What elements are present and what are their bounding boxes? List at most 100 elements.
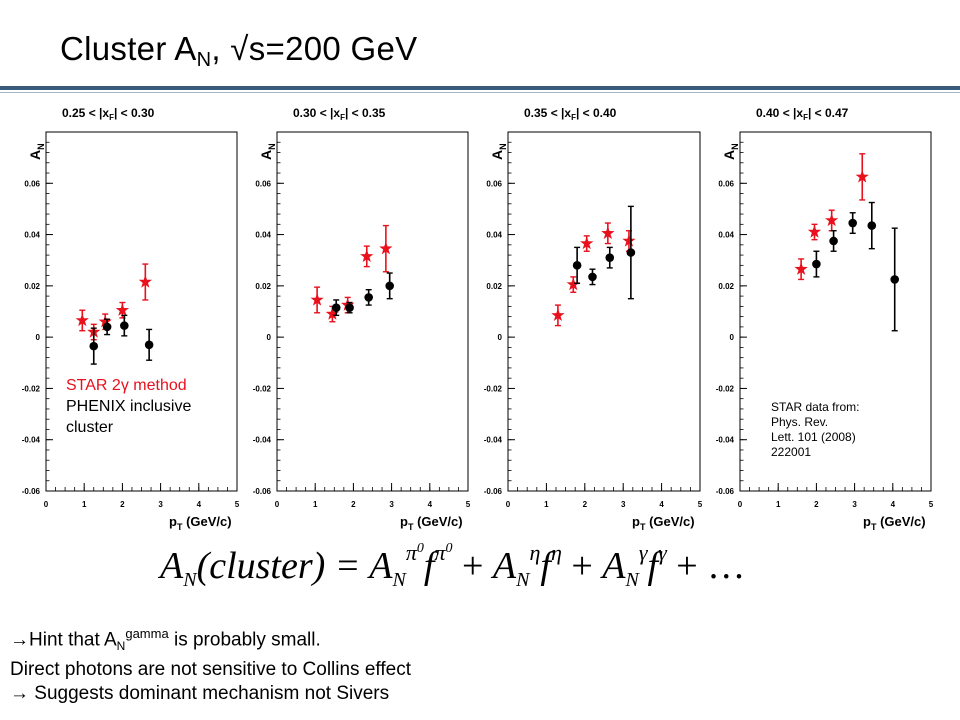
panel-title: 0.25 < |xF| < 0.30	[62, 106, 155, 122]
y-tick-label: 0.04	[718, 231, 734, 240]
y-tick-label: -0.04	[253, 436, 272, 445]
source-note: STAR data from: Phys. Rev. Lett. 101 (20…	[771, 400, 911, 460]
y-tick-label: 0	[498, 333, 503, 342]
x-tick-label: 4	[428, 500, 433, 509]
source-line-2: Phys. Rev.	[771, 415, 829, 429]
y-tick-label: 0.02	[486, 282, 502, 291]
y-tick-label: 0.06	[24, 179, 40, 188]
legend-phenix-2: cluster	[66, 419, 114, 436]
x-axis-label: pT (GeV/c)	[863, 514, 926, 532]
x-tick-label: 1	[82, 500, 87, 509]
chart-panel-2: 0.30 < |xF| < 0.35 AN pT (GeV/c) -0.06 -0.04…	[253, 106, 471, 532]
title-rule-thin	[0, 92, 960, 93]
x-tick-label: 3	[158, 500, 163, 509]
y-axis-label: AN	[27, 143, 46, 160]
phenix-point	[144, 340, 154, 350]
x-tick-label: 2	[583, 500, 588, 509]
phenix-point	[364, 293, 373, 302]
y-tick-label: 0.06	[255, 179, 271, 188]
y-tick-label: 0.04	[255, 231, 271, 240]
y-tick-label: -0.02	[22, 384, 41, 393]
y-tick-label: 0.02	[255, 282, 271, 291]
y-tick-label: 0.02	[718, 282, 734, 291]
chart-panel-3: 0.35 < |xF| < 0.40 AN pT (GeV/c) -0.06 -0.04…	[484, 106, 703, 532]
note-line-1: →Hint that ANgamma is probably small.	[10, 626, 321, 654]
formula-lhs-arg: (cluster) =	[196, 545, 361, 587]
source-line-1: STAR data from:	[771, 400, 860, 414]
panel-title: 0.40 < |xF| < 0.47	[756, 106, 849, 122]
x-tick-label: 5	[235, 500, 240, 509]
source-line-3: Lett. 101 (2008)	[771, 430, 856, 444]
y-tick-label: 0.04	[486, 231, 502, 240]
x-tick-label: 4	[659, 500, 664, 509]
chart-panel-4: 0.40 < |xF| < 0.47 AN pT (GeV/c) -0.06 -0.04…	[716, 106, 934, 532]
title-sub: N	[196, 49, 212, 71]
star-point	[310, 293, 324, 306]
y-tick-label: 0	[36, 333, 41, 342]
phenix-point	[345, 303, 354, 312]
star-point	[138, 275, 152, 288]
legend-star: STAR 2γ method	[66, 377, 187, 394]
y-axis-label: AN	[489, 143, 508, 160]
x-tick-label: 5	[466, 500, 471, 509]
phenix-point	[890, 275, 900, 284]
title-main: Cluster A	[60, 30, 197, 67]
y-tick-label: -0.02	[716, 384, 735, 393]
y-tick-label: -0.06	[716, 487, 735, 496]
note-line-3: → Suggests dominant mechanism not Sivers	[10, 683, 390, 705]
formula-term2: ANηfη	[492, 540, 562, 591]
y-tick-label: -0.06	[253, 487, 272, 496]
phenix-point	[867, 221, 877, 230]
x-tick-label: 3	[852, 500, 857, 509]
x-axis-label: pT (GeV/c)	[169, 514, 232, 532]
panel-title: 0.30 < |xF| < 0.35	[293, 106, 386, 122]
y-tick-label: -0.04	[716, 436, 735, 445]
x-tick-label: 0	[738, 500, 743, 509]
star-point	[551, 308, 565, 321]
y-tick-label: -0.02	[253, 384, 272, 393]
phenix-point	[331, 303, 341, 312]
star-point	[855, 169, 869, 183]
legend: STAR 2γ method PHENIX inclusive cluster	[66, 375, 191, 438]
y-axis-label: AN	[258, 143, 277, 160]
star-point	[622, 234, 636, 247]
note-line-2: Direct photons are not sensitive to Coll…	[10, 659, 411, 681]
title-rest: , √s=200 GeV	[211, 30, 418, 67]
y-axis-label: AN	[721, 143, 740, 160]
phenix-point	[385, 281, 394, 291]
star-point	[75, 313, 89, 327]
y-tick-label: 0	[267, 333, 272, 342]
x-tick-label: 0	[506, 500, 511, 509]
y-tick-label: -0.04	[484, 436, 503, 445]
y-tick-label: -0.06	[484, 487, 503, 496]
plot-frame	[276, 131, 469, 492]
star-point	[825, 213, 839, 227]
formula-term3: ANγfγ	[602, 540, 667, 591]
y-tick-label: -0.02	[484, 384, 503, 393]
x-tick-label: 0	[275, 500, 280, 509]
x-tick-label: 5	[698, 500, 703, 509]
phenix-point	[829, 236, 838, 246]
star-point	[794, 262, 808, 275]
star-point	[807, 225, 822, 238]
slide-title: Cluster AN, √s=200 GeV	[60, 30, 417, 72]
x-tick-label: 2	[351, 500, 356, 509]
phenix-point	[102, 322, 112, 332]
formula-lhs-sub: N	[183, 569, 197, 591]
formula-term1: ANπ0fπ0	[369, 540, 453, 591]
phenix-point	[812, 259, 821, 269]
x-tick-label: 1	[544, 500, 549, 509]
x-tick-label: 3	[621, 500, 626, 509]
star-point	[580, 236, 594, 250]
source-line-4: 222001	[771, 445, 812, 459]
y-tick-label: 0.02	[24, 282, 40, 291]
y-tick-label: 0	[730, 333, 735, 342]
phenix-point	[572, 261, 582, 270]
x-tick-label: 3	[389, 500, 394, 509]
formula-lhs: A	[160, 545, 184, 587]
y-tick-label: 0.04	[24, 231, 40, 240]
plot-frame	[507, 131, 701, 492]
x-tick-label: 1	[776, 500, 781, 509]
x-tick-label: 4	[891, 500, 896, 509]
